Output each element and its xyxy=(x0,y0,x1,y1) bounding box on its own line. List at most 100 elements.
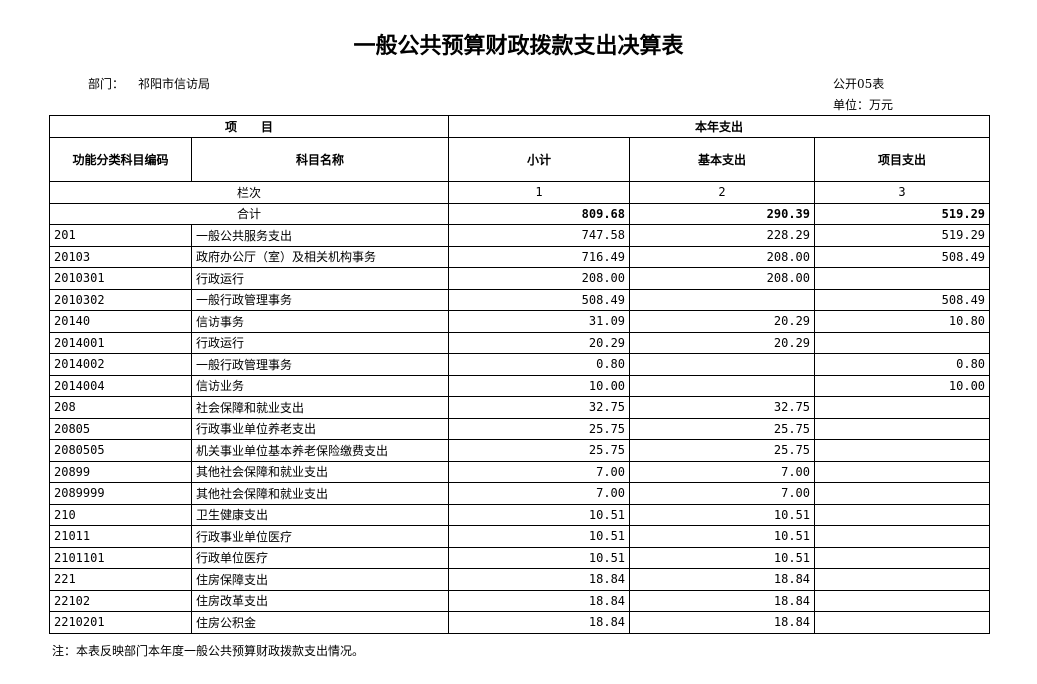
row-code: 2014002 xyxy=(49,353,192,376)
table-row: 210 卫生健康支出 10.51 10.51 xyxy=(49,503,991,526)
table-row: 2014001 行政运行 20.29 20.29 xyxy=(49,331,991,354)
total-subtotal: 809.68 xyxy=(448,202,631,225)
department-label: 部门： xyxy=(88,77,125,91)
table-row: 221 住房保障支出 18.84 18.84 xyxy=(49,568,991,591)
row-basic xyxy=(629,288,816,311)
row-subtotal: 18.84 xyxy=(448,568,631,591)
department-info: 部门： 祁阳市信访局 xyxy=(88,75,224,92)
row-subtotal: 7.00 xyxy=(448,460,631,483)
table-row: 2089999 其他社会保障和就业支出 7.00 7.00 xyxy=(49,482,991,505)
table-row: 20140 信访事务 31.09 20.29 10.80 xyxy=(49,310,991,333)
row-subtotal: 32.75 xyxy=(448,396,631,419)
row-project: 10.00 xyxy=(814,374,991,397)
row-code: 20899 xyxy=(49,460,192,483)
row-basic: 18.84 xyxy=(629,568,816,591)
total-basic: 290.39 xyxy=(629,202,816,225)
row-code: 2210201 xyxy=(49,611,192,634)
row-subtotal: 25.75 xyxy=(448,417,631,440)
row-name: 行政运行 xyxy=(190,267,450,290)
row-project: 10.80 xyxy=(814,310,991,333)
row-code: 2080505 xyxy=(49,439,192,462)
column-index-label: 栏次 xyxy=(48,181,450,204)
row-basic xyxy=(629,374,816,397)
row-code: 2010301 xyxy=(49,267,192,290)
row-subtotal: 0.80 xyxy=(448,353,631,376)
total-row: 合计 809.68 290.39 519.29 xyxy=(48,202,991,225)
row-subtotal: 716.49 xyxy=(448,245,631,268)
row-subtotal: 20.29 xyxy=(448,331,631,354)
row-project xyxy=(814,589,991,612)
row-basic: 25.75 xyxy=(629,417,816,440)
row-project xyxy=(814,267,991,290)
row-project: 519.29 xyxy=(814,224,991,247)
column-index-1: 1 xyxy=(448,181,631,204)
row-project xyxy=(814,525,991,548)
form-number: 公开05表 xyxy=(833,77,885,91)
row-basic: 10.51 xyxy=(629,503,816,526)
row-name: 其他社会保障和就业支出 xyxy=(190,482,450,505)
row-project: 508.49 xyxy=(814,288,991,311)
row-name: 住房保障支出 xyxy=(190,568,450,591)
row-subtotal: 10.51 xyxy=(448,503,631,526)
total-label: 合计 xyxy=(48,202,450,225)
table-row: 2010301 行政运行 208.00 208.00 xyxy=(49,267,991,290)
row-project: 508.49 xyxy=(814,245,991,268)
row-subtotal: 18.84 xyxy=(448,611,631,634)
table-row: 2010302 一般行政管理事务 508.49 508.49 xyxy=(49,288,991,311)
unit-label: 单位：万元 xyxy=(833,98,894,112)
row-code: 2014004 xyxy=(49,374,192,397)
row-subtotal: 10.51 xyxy=(448,546,631,569)
table-row: 20103 政府办公厅（室）及相关机构事务 716.49 208.00 508.49 xyxy=(49,245,991,268)
row-subtotal: 7.00 xyxy=(448,482,631,505)
row-subtotal: 747.58 xyxy=(448,224,631,247)
header-basic: 基本支出 xyxy=(629,137,816,182)
row-project xyxy=(814,460,991,483)
row-basic: 20.29 xyxy=(629,331,816,354)
row-name: 其他社会保障和就业支出 xyxy=(190,460,450,483)
table-row: 2014004 信访业务 10.00 10.00 xyxy=(49,374,991,397)
row-subtotal: 508.49 xyxy=(448,288,631,311)
column-index-2: 2 xyxy=(629,181,816,204)
row-basic: 10.51 xyxy=(629,546,816,569)
page-title: 一般公共预算财政拨款支出决算表 xyxy=(353,33,684,59)
budget-table: 项 目本年支出 功能分类科目编码 科目名称 小计 基本支出 项目支出 栏次 1 2 3 合计 8… xyxy=(48,115,991,634)
row-code: 208 xyxy=(49,396,192,419)
row-name: 政府办公厅（室）及相关机构事务 xyxy=(190,245,450,268)
table-row: 2014002 一般行政管理事务 0.80 0.80 xyxy=(49,353,991,376)
column-index-3: 3 xyxy=(814,181,991,204)
row-basic: 208.00 xyxy=(629,267,816,290)
table-row: 201 一般公共服务支出 747.58 228.29 519.29 xyxy=(49,224,991,247)
table-row: 22102 住房改革支出 18.84 18.84 xyxy=(49,589,991,612)
header-item: 项 目 xyxy=(48,115,450,138)
row-basic xyxy=(629,353,816,376)
table-row: 208 社会保障和就业支出 32.75 32.75 xyxy=(49,396,991,419)
row-basic: 32.75 xyxy=(629,396,816,419)
row-name: 行政运行 xyxy=(190,331,450,354)
table-row: 20805 行政事业单位养老支出 25.75 25.75 xyxy=(49,417,991,440)
row-project xyxy=(814,396,991,419)
row-name: 行政事业单位养老支出 xyxy=(190,417,450,440)
table-row: 2080505 机关事业单位基本养老保险缴费支出 25.75 25.75 xyxy=(49,439,991,462)
row-code: 210 xyxy=(49,503,192,526)
row-basic: 208.00 xyxy=(629,245,816,268)
row-subtotal: 18.84 xyxy=(448,589,631,612)
row-basic: 10.51 xyxy=(629,525,816,548)
row-project xyxy=(814,611,991,634)
row-project xyxy=(814,482,991,505)
row-basic: 25.75 xyxy=(629,439,816,462)
header-subtotal: 小计 xyxy=(448,137,631,182)
row-code: 201 xyxy=(49,224,192,247)
row-name: 住房公积金 xyxy=(190,611,450,634)
table-row: 20899 其他社会保障和就业支出 7.00 7.00 xyxy=(49,460,991,483)
row-code: 20805 xyxy=(49,417,192,440)
row-basic: 228.29 xyxy=(629,224,816,247)
table-row: 2210201 住房公积金 18.84 18.84 xyxy=(49,611,991,634)
row-name: 一般行政管理事务 xyxy=(190,288,450,311)
row-code: 20140 xyxy=(49,310,192,333)
row-name: 一般公共服务支出 xyxy=(190,224,450,247)
row-name: 卫生健康支出 xyxy=(190,503,450,526)
department-name: 祁阳市信访局 xyxy=(138,77,211,91)
row-basic: 7.00 xyxy=(629,482,816,505)
table-row: 2101101 行政单位医疗 10.51 10.51 xyxy=(49,546,991,569)
row-code: 21011 xyxy=(49,525,192,548)
